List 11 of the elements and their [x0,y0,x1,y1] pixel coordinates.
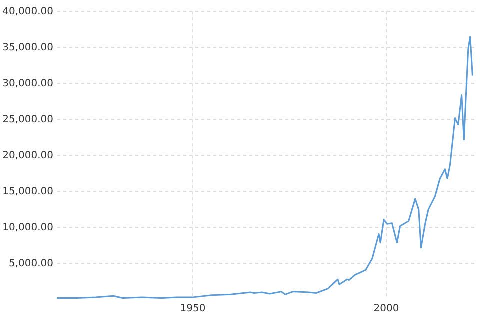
y-tick-label: 35,000.00 [2,42,54,54]
x-tick-label: 2000 [374,304,400,314]
line-series [57,36,474,299]
y-tick-label: 40,000.00 [2,6,54,18]
y-tick-label: 5,000.00 [8,258,54,270]
y-tick-label: 10,000.00 [2,222,54,234]
y-tick-label: 20,000.00 [2,150,54,162]
y-tick-label: 15,000.00 [2,186,54,198]
x-tick-label: 1950 [180,304,206,314]
y-tick-label: 30,000.00 [2,78,54,90]
y-tick-label: 25,000.00 [2,114,54,126]
